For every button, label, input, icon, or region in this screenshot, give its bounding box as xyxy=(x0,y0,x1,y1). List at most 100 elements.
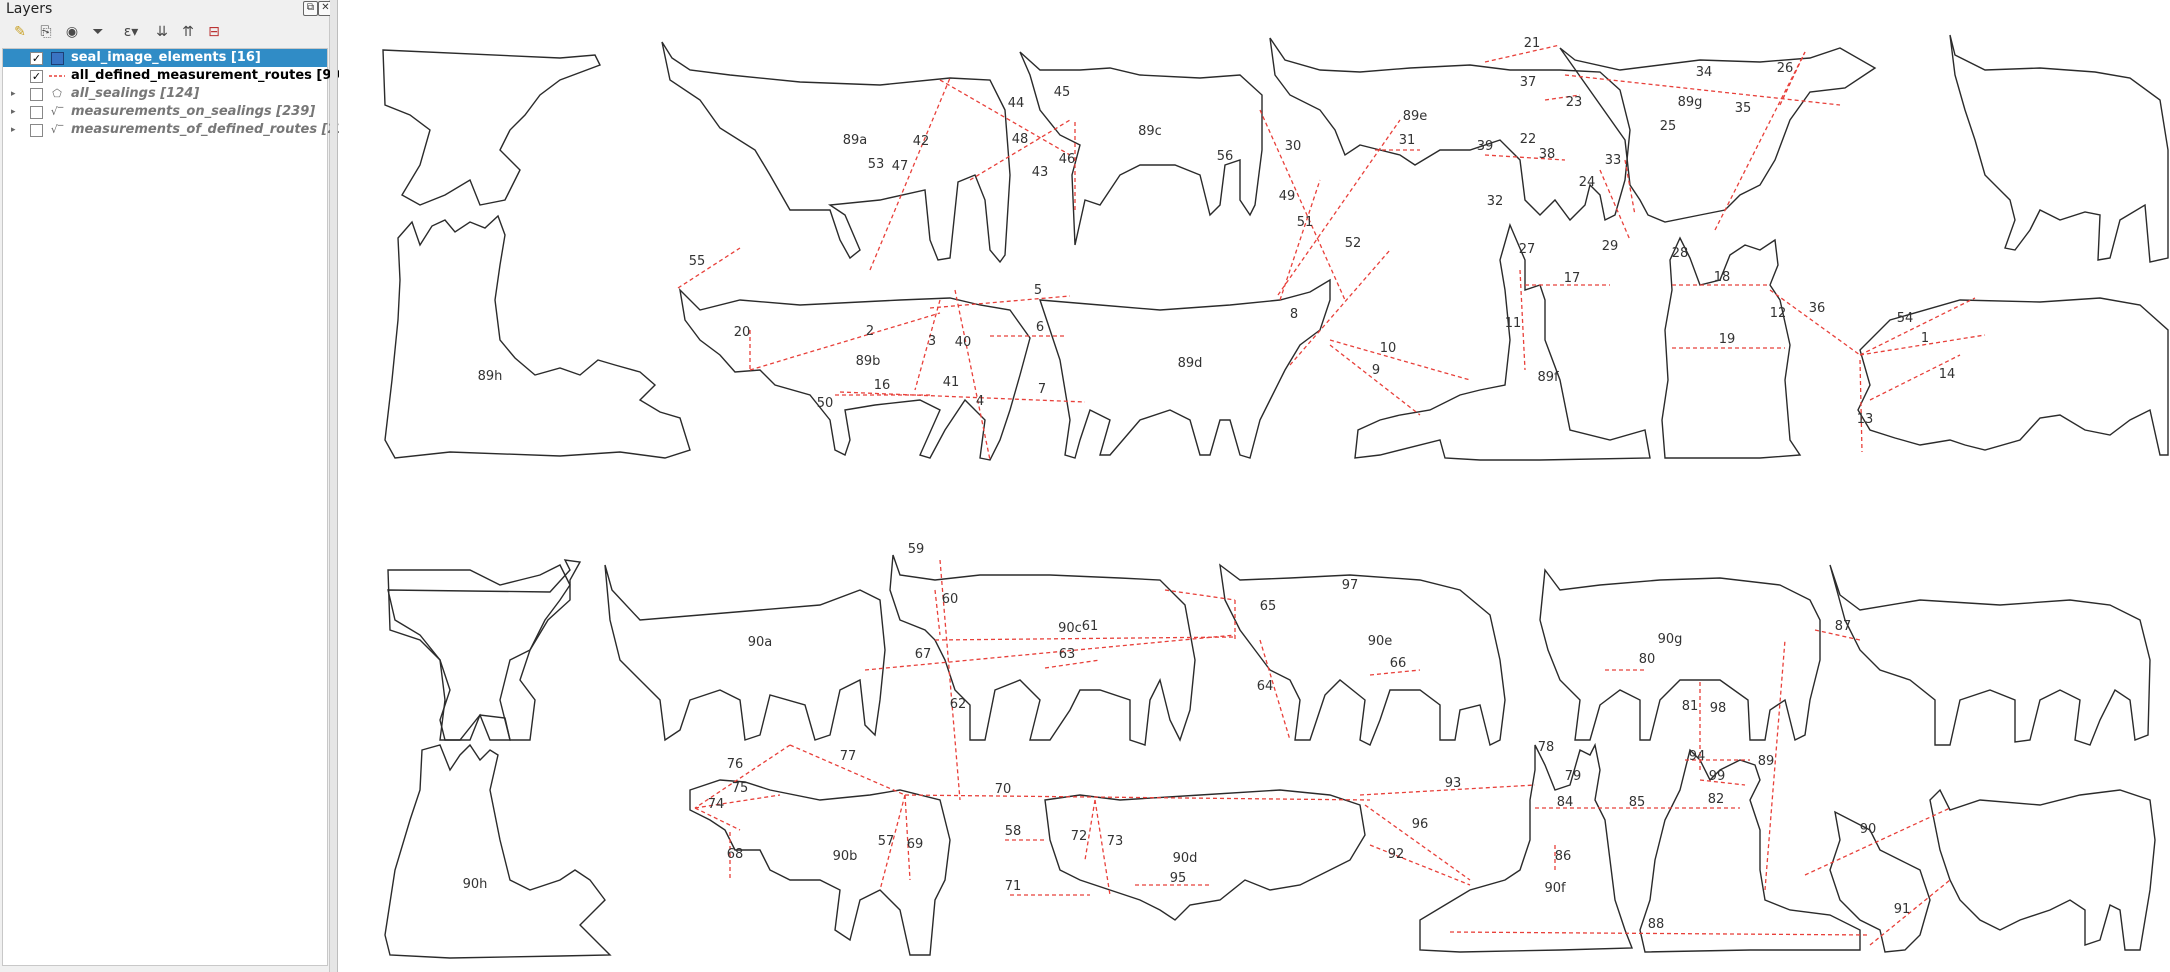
measurement-route-line xyxy=(694,807,741,831)
measurement-route-line xyxy=(749,312,941,371)
route-label: 87 xyxy=(1835,619,1852,634)
route-label: 93 xyxy=(1445,776,1462,791)
route-label: 86 xyxy=(1555,849,1572,864)
element-label: 89d xyxy=(1178,356,1203,371)
route-label: 89 xyxy=(1758,754,1775,769)
route-label: 4 xyxy=(976,394,984,409)
measurement-route-line xyxy=(1804,807,1951,876)
layer-checkbox[interactable]: ✓ xyxy=(30,70,43,83)
route-label: 47 xyxy=(892,159,909,174)
route-label: 56 xyxy=(1217,149,1234,164)
route-label: 42 xyxy=(913,134,930,149)
expand-all-icon[interactable]: ⇊ xyxy=(156,24,168,40)
route-label: 41 xyxy=(943,375,960,390)
measurement-route-line xyxy=(1279,179,1321,301)
route-label: 22 xyxy=(1520,132,1537,147)
route-label: 66 xyxy=(1390,656,1407,671)
route-label: 17 xyxy=(1564,271,1581,286)
route-label: 50 xyxy=(817,396,834,411)
filter-icon[interactable]: ⏷ xyxy=(92,24,104,40)
layers-toolbar: ✎ ⎘ ◉ ⏷ ε▾ ⇊ ⇈ ⊟ xyxy=(6,20,326,46)
add-group-icon[interactable]: ⎘ xyxy=(40,24,52,40)
expand-arrow-icon[interactable]: ▸ xyxy=(11,107,16,117)
route-label: 19 xyxy=(1719,332,1736,347)
red-dash-line-icon xyxy=(48,69,66,83)
layer-name: all_defined_measurement_routes [99] xyxy=(71,68,347,83)
route-label: 98 xyxy=(1710,701,1727,716)
route-label: 95 xyxy=(1170,871,1187,886)
seal-element-outline xyxy=(1949,34,2169,263)
layer-checkbox[interactable]: ✓ xyxy=(30,52,43,65)
collapse-all-icon[interactable]: ⇈ xyxy=(182,24,194,40)
measurement-route-line xyxy=(929,295,1071,309)
map-canvas[interactable]: 89a 89b 89c 89d 89e 89f 89g 89h 90a 90b … xyxy=(339,0,2170,972)
layer-checkbox[interactable] xyxy=(30,124,43,137)
route-label: 94 xyxy=(1689,749,1706,764)
seal-element-outline xyxy=(689,779,951,956)
measurement-route-line xyxy=(1449,931,1871,936)
route-label: 49 xyxy=(1279,189,1296,204)
layer-item-all-sealings[interactable]: ▸ ⬠ all_sealings [124] xyxy=(3,85,327,103)
map-svg[interactable]: 89a 89b 89c 89d 89e 89f 89g 89h 90a 90b … xyxy=(339,0,2170,972)
element-label: 90h xyxy=(463,877,488,892)
layer-item-all-defined-measurement-routes[interactable]: ✓ all_defined_measurement_routes [99] xyxy=(3,67,346,85)
route-label: 11 xyxy=(1505,316,1522,331)
route-label: 72 xyxy=(1071,829,1088,844)
measurement-route-line xyxy=(1259,639,1291,741)
element-label: 90c xyxy=(1058,621,1082,636)
route-label: 80 xyxy=(1639,652,1656,667)
measurement-route-line xyxy=(939,559,961,801)
route-label: 43 xyxy=(1032,165,1049,180)
measurement-route-line xyxy=(1289,249,1391,366)
layer-name: seal_image_elements [16] xyxy=(71,50,261,65)
remove-layer-icon[interactable]: ⊟ xyxy=(208,24,220,40)
seal-element-outline xyxy=(1039,278,1331,459)
style-brush-icon[interactable]: ✎ xyxy=(14,24,26,40)
float-icon[interactable]: ⧉ xyxy=(303,1,318,16)
route-label: 6 xyxy=(1036,320,1044,335)
route-label: 81 xyxy=(1682,699,1699,714)
element-label: 90b xyxy=(833,849,858,864)
route-label: 20 xyxy=(734,325,751,340)
route-label: 78 xyxy=(1538,740,1555,755)
measurement-route-line xyxy=(1484,154,1566,161)
route-label: 90 xyxy=(1860,822,1877,837)
expression-filter-icon[interactable]: ε▾ xyxy=(123,24,139,40)
layer-item-measurements-on-sealings[interactable]: ▸ √‾ measurements_on_sealings [239] xyxy=(3,103,327,121)
element-label: 89h xyxy=(478,369,503,384)
seal-element-outline xyxy=(1929,788,2156,951)
layer-item-measurements-of-defined-routes[interactable]: ▸ √‾ measurements_of_defined_routes [239… xyxy=(3,121,361,139)
expand-arrow-icon[interactable]: ▸ xyxy=(11,89,16,99)
route-label: 92 xyxy=(1388,847,1405,862)
element-label: 90g xyxy=(1658,632,1683,647)
route-label: 13 xyxy=(1857,412,1874,427)
measurement-route-line xyxy=(694,794,781,809)
expand-arrow-icon[interactable]: ▸ xyxy=(11,125,16,135)
measurement-route-line xyxy=(839,391,1086,403)
route-label: 69 xyxy=(907,837,924,852)
route-label: 7 xyxy=(1038,382,1046,397)
layer-checkbox[interactable] xyxy=(30,106,43,119)
route-label: 27 xyxy=(1519,242,1536,257)
seal-element-outline xyxy=(1219,563,1506,747)
seal-element-outline xyxy=(1559,47,1877,223)
layer-checkbox[interactable] xyxy=(30,88,43,101)
route-label: 60 xyxy=(942,592,959,607)
seal-element-outline xyxy=(1419,742,1634,953)
route-label: 30 xyxy=(1285,139,1302,154)
layer-name: all_sealings [124] xyxy=(71,86,200,101)
measurement-route-line xyxy=(904,794,911,881)
panel-splitter[interactable] xyxy=(330,0,338,972)
element-label: 89a xyxy=(843,133,868,148)
route-label: 9 xyxy=(1372,363,1380,378)
measurement-route-lines xyxy=(677,44,1986,946)
route-label: 65 xyxy=(1260,599,1277,614)
measurement-route-line xyxy=(969,119,1071,181)
seal-element-outline xyxy=(661,41,1011,264)
route-label: 61 xyxy=(1082,619,1099,634)
measurement-route-line xyxy=(934,636,1236,641)
route-label: 88 xyxy=(1648,917,1665,932)
layer-item-seal-image-elements[interactable]: ✓ seal_image_elements [16] xyxy=(3,49,327,67)
visibility-eye-icon[interactable]: ◉ xyxy=(65,24,79,40)
measurement-route-line xyxy=(954,289,991,461)
